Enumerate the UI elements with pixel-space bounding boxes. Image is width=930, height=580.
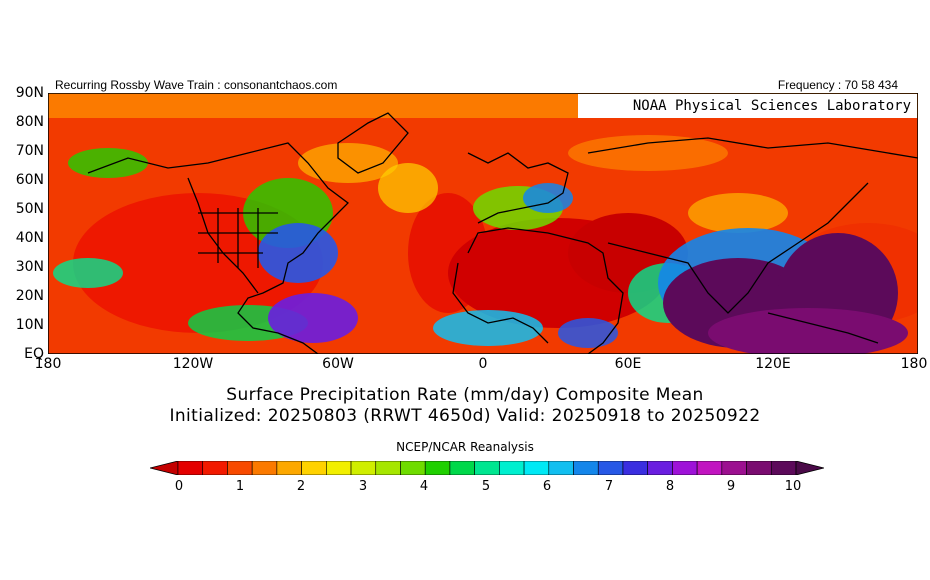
colorbar-swatch [721, 461, 747, 475]
colorbar-swatch [672, 461, 698, 475]
colorbar-swatch [622, 461, 648, 475]
colorbar-swatch [449, 461, 475, 475]
lat-label: 90N [15, 85, 44, 101]
colorbar-label: 3 [358, 479, 368, 494]
precipitation-map [48, 93, 918, 354]
lon-label: 120W [172, 356, 214, 372]
colorbar-swatch [770, 461, 797, 475]
map-title: Surface Precipitation Rate (mm/day) Comp… [226, 385, 704, 405]
colorbar-swatch [647, 461, 673, 475]
colorbar-label: 1 [235, 479, 245, 494]
lat-label: 80N [15, 114, 44, 130]
colorbar-swatch [276, 461, 302, 475]
colorbar-swatch [400, 461, 426, 475]
lat-label: 40N [15, 230, 44, 246]
lat-label: 60N [15, 172, 44, 188]
colorbar-label: 0 [174, 479, 184, 494]
colorbar-swatch [523, 461, 550, 475]
colorbar-swatch [251, 461, 278, 475]
lat-label: 30N [15, 259, 44, 275]
colorbar-label: 6 [542, 479, 552, 494]
map-subtitle: Initialized: 20250803 (RRWT 4650d) Valid… [169, 406, 761, 426]
colorbar-swatch [375, 461, 401, 475]
colorbar-label: 8 [665, 479, 675, 494]
colorbar-swatch [202, 461, 228, 475]
colorbar-swatch [227, 461, 253, 475]
colorbar-swatch [301, 461, 327, 475]
lat-label: EQ [24, 346, 44, 362]
header-right-text: Frequency : 70 58 434 [777, 78, 898, 92]
colorbar-swatch [177, 461, 204, 475]
colorbar-swatch [424, 461, 451, 475]
lat-label: 10N [15, 317, 44, 333]
colorbar-label: 2 [296, 479, 306, 494]
lat-label: 50N [15, 201, 44, 217]
data-source-label: NCEP/NCAR Reanalysis [396, 440, 534, 454]
colorbar-swatch [573, 461, 599, 475]
colorbar-under-triangle [150, 461, 179, 475]
colorbar-label: 10 [784, 479, 802, 494]
colorbar-swatch [746, 461, 772, 475]
colorbar-label: 5 [481, 479, 491, 494]
lon-label: 0 [478, 356, 488, 372]
colorbar-label: 4 [419, 479, 429, 494]
colorbar-label: 7 [604, 479, 614, 494]
colorbar-swatch [474, 461, 500, 475]
colorbar-swatch [548, 461, 574, 475]
lon-label: 60W [322, 356, 354, 372]
colorbar-swatch [597, 461, 624, 475]
colorbar [150, 461, 824, 475]
colorbar-swatch [696, 461, 723, 475]
colorbar-swatch [350, 461, 377, 475]
colorbar-swatch [499, 461, 525, 475]
lon-label: 180 [900, 356, 928, 372]
noaa-watermark: NOAA Physical Sciences Laboratory [578, 94, 917, 118]
colorbar-label: 9 [726, 479, 736, 494]
lat-label: 20N [15, 288, 44, 304]
lon-label: 60E [614, 356, 642, 372]
lon-label: 120E [755, 356, 791, 372]
header-left-text: Recurring Rossby Wave Train : consonantc… [55, 78, 338, 92]
colorbar-swatch [326, 461, 352, 475]
lat-label: 70N [15, 143, 44, 159]
colorbar-over-triangle [795, 461, 824, 475]
lon-label: 180 [34, 356, 62, 372]
